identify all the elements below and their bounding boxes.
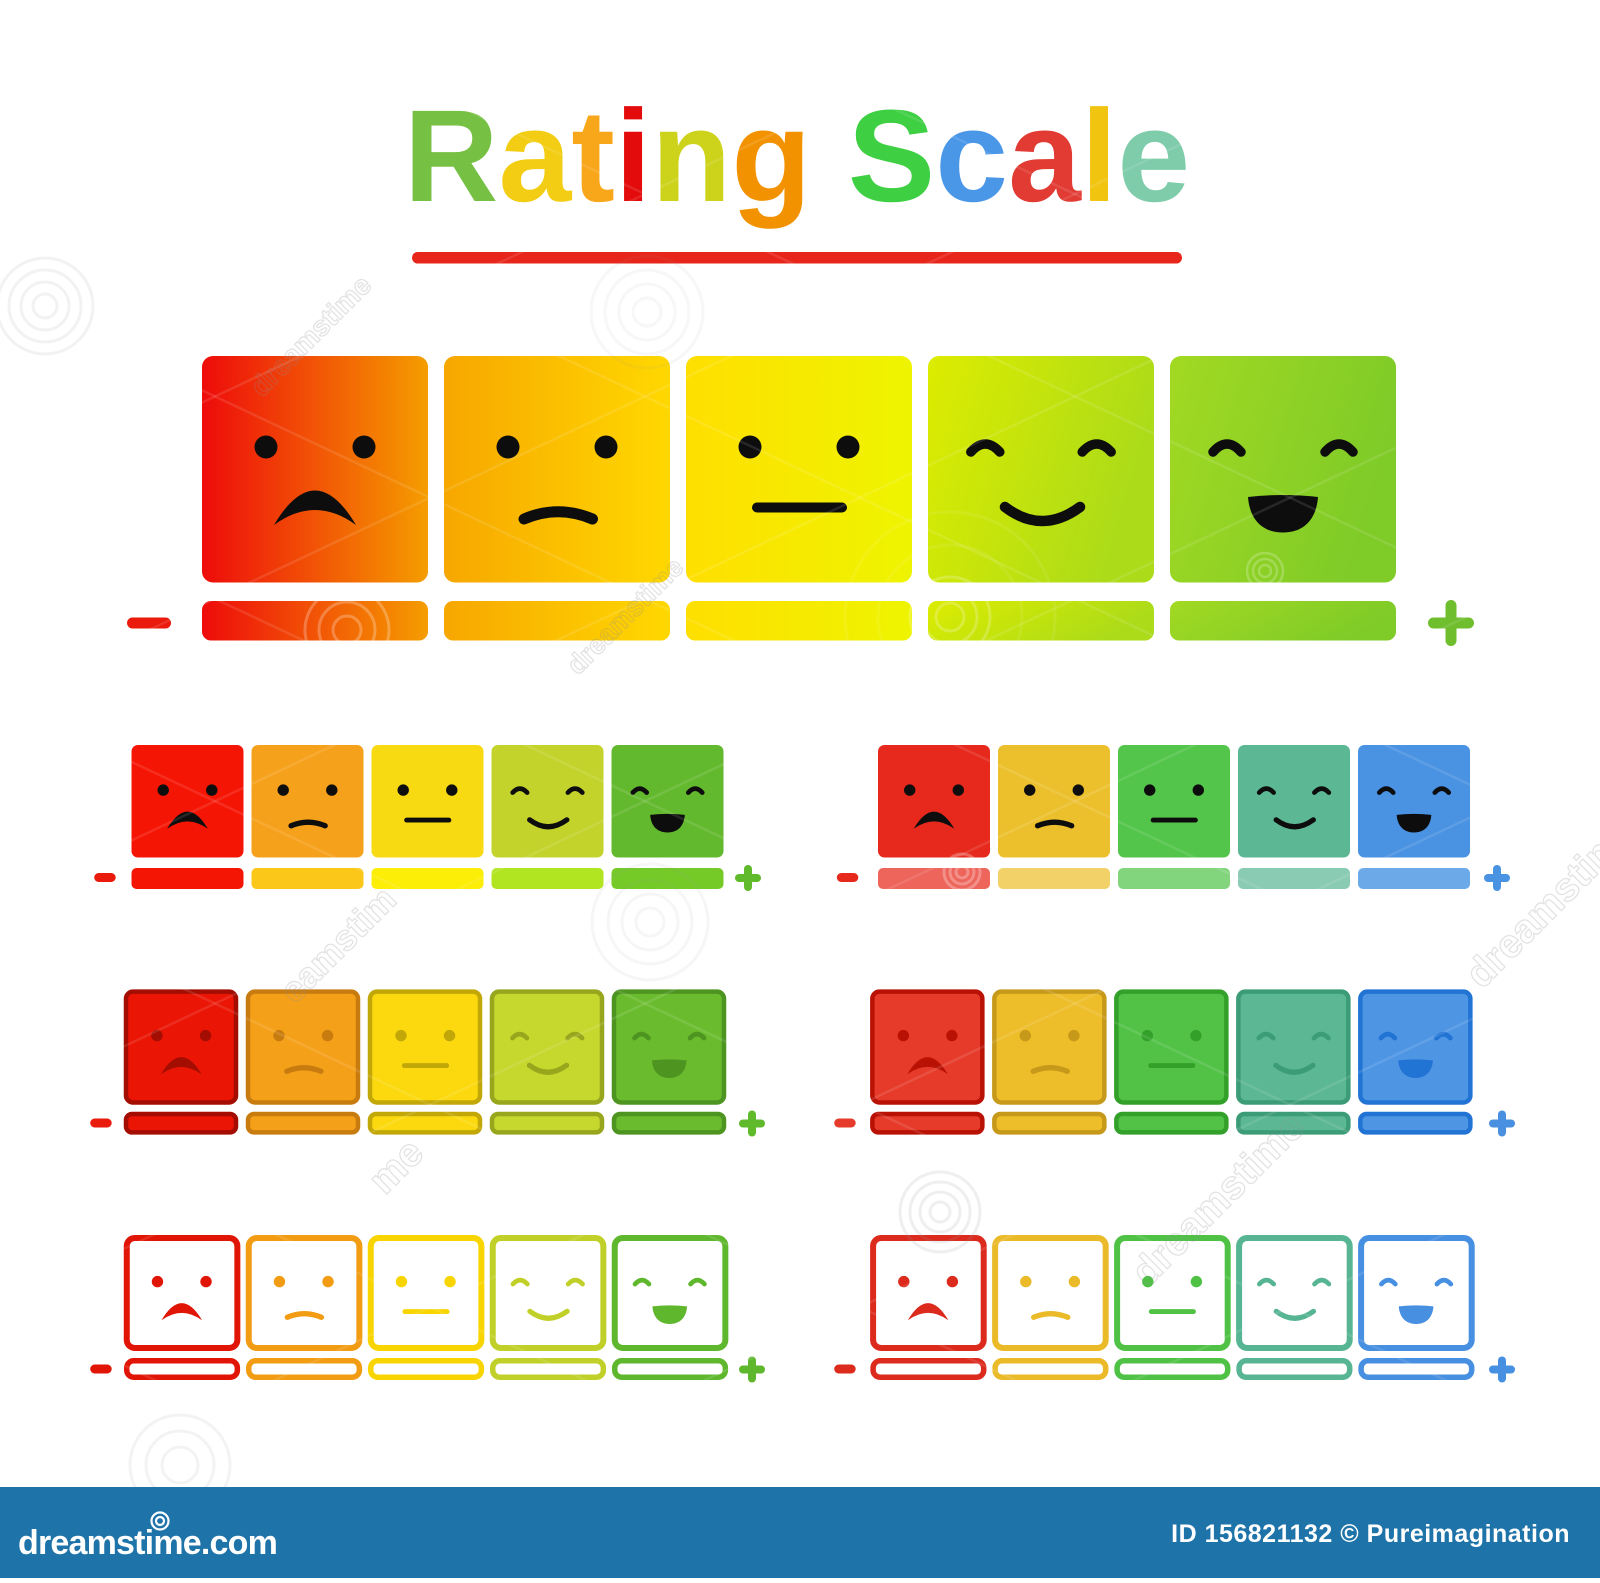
svg-text:Rating Scale: Rating Scale — [404, 82, 1190, 229]
svg-text:dreamstime.com: dreamstime.com — [18, 1524, 277, 1562]
svg-text:ID 156821132 © Pureimagination: ID 156821132 © Pureimagination — [1171, 1520, 1570, 1548]
